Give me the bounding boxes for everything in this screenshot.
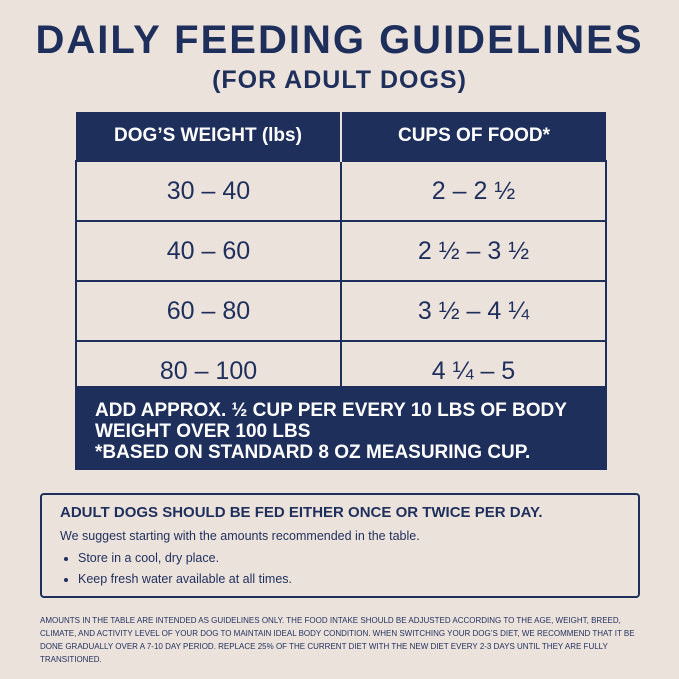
- note-line: *BASED ON STANDARD 8 OZ MEASURING CUP.: [95, 442, 531, 463]
- column-header: DOG’S WEIGHT (lbs): [76, 112, 341, 161]
- footnote: AMOUNTS IN THE TABLE ARE INTENDED AS GUI…: [40, 616, 635, 664]
- info-intro: We suggest starting with the amounts rec…: [60, 529, 420, 543]
- table-row: 30 – 40 2 – 2 ½: [75, 160, 607, 222]
- info-heading: ADULT DOGS SHOULD BE FED EITHER ONCE OR …: [60, 504, 543, 521]
- bullet-item: Store in a cool, dry place.: [78, 548, 638, 569]
- table-note: ADD APPROX. ½ CUP PER EVERY 10 LBS OF BO…: [75, 386, 607, 470]
- note-line: WEIGHT OVER 100 LBS: [95, 421, 311, 442]
- feeding-table: DOG’S WEIGHT (lbs) CUPS OF FOOD* 30 – 40 2…: [75, 112, 607, 402]
- table-cell: 2 ½ – 3 ½: [340, 220, 607, 282]
- info-box: ADULT DOGS SHOULD BE FED EITHER ONCE OR …: [40, 493, 640, 598]
- table-cell: 3 ½ – 4 ¼: [340, 280, 607, 342]
- table-cell: 30 – 40: [75, 160, 342, 222]
- header-row: DOG’S WEIGHT (lbs) CUPS OF FOOD*: [76, 112, 606, 161]
- subtitle: (FOR ADULT DOGS): [212, 66, 467, 94]
- bullet-item: Keep fresh water available at all times.: [78, 569, 638, 590]
- table-row: 60 – 80 3 ½ – 4 ¼: [75, 280, 607, 342]
- table-cell: 2 – 2 ½: [340, 160, 607, 222]
- table-cell: 40 – 60: [75, 220, 342, 282]
- table-cell: 60 – 80: [75, 280, 342, 342]
- note-line: ADD APPROX. ½ CUP PER EVERY 10 LBS OF BO…: [95, 400, 567, 421]
- table-row: 40 – 60 2 ½ – 3 ½: [75, 220, 607, 282]
- title: DAILY FEEDING GUIDELINES: [35, 18, 644, 62]
- column-header: CUPS OF FOOD*: [340, 112, 606, 161]
- bullet-list: Store in a cool, dry place.Keep fresh wa…: [60, 548, 638, 590]
